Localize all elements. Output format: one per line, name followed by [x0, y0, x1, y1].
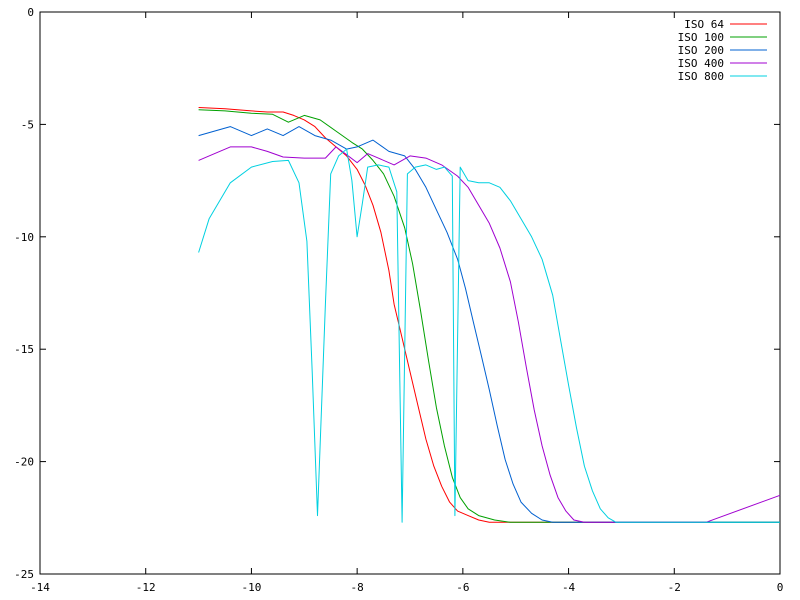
series-lines [198, 107, 781, 523]
x-tick-label: -10 [241, 581, 261, 594]
x-tick-label: -2 [668, 581, 681, 594]
y-tick-label: -5 [21, 118, 34, 131]
x-tick-label: -12 [136, 581, 156, 594]
x-tick-label: 0 [777, 581, 784, 594]
y-tick-label: 0 [27, 6, 34, 19]
axis-ticks [39, 11, 781, 575]
series-line-iso-64 [198, 107, 780, 523]
series-line-iso-100 [198, 109, 780, 523]
series-line-iso-400 [198, 146, 781, 523]
y-tick-label: -25 [14, 568, 34, 581]
x-tick-label: -14 [30, 581, 50, 594]
y-tick-label: -20 [14, 456, 34, 469]
axis-tick-labels: -14 -12 -10 -8 -6 -4 -2 00-5-10-15-20-25 [14, 6, 783, 594]
y-tick-label: -15 [14, 343, 34, 356]
series-line-iso-200 [198, 126, 780, 523]
plot-frame [39, 11, 781, 575]
x-tick-label: -4 [562, 581, 576, 594]
x-tick-label: -6 [456, 581, 469, 594]
legend-label: ISO 200 [678, 44, 724, 57]
legend-label: ISO 400 [678, 57, 724, 70]
legend-label: ISO 100 [678, 31, 724, 44]
series-line-iso-800 [198, 148, 780, 523]
legend-label: ISO 800 [678, 70, 724, 83]
y-tick-label: -10 [14, 231, 34, 244]
legend-label: ISO 64 [684, 18, 724, 31]
x-tick-label: -8 [351, 581, 364, 594]
